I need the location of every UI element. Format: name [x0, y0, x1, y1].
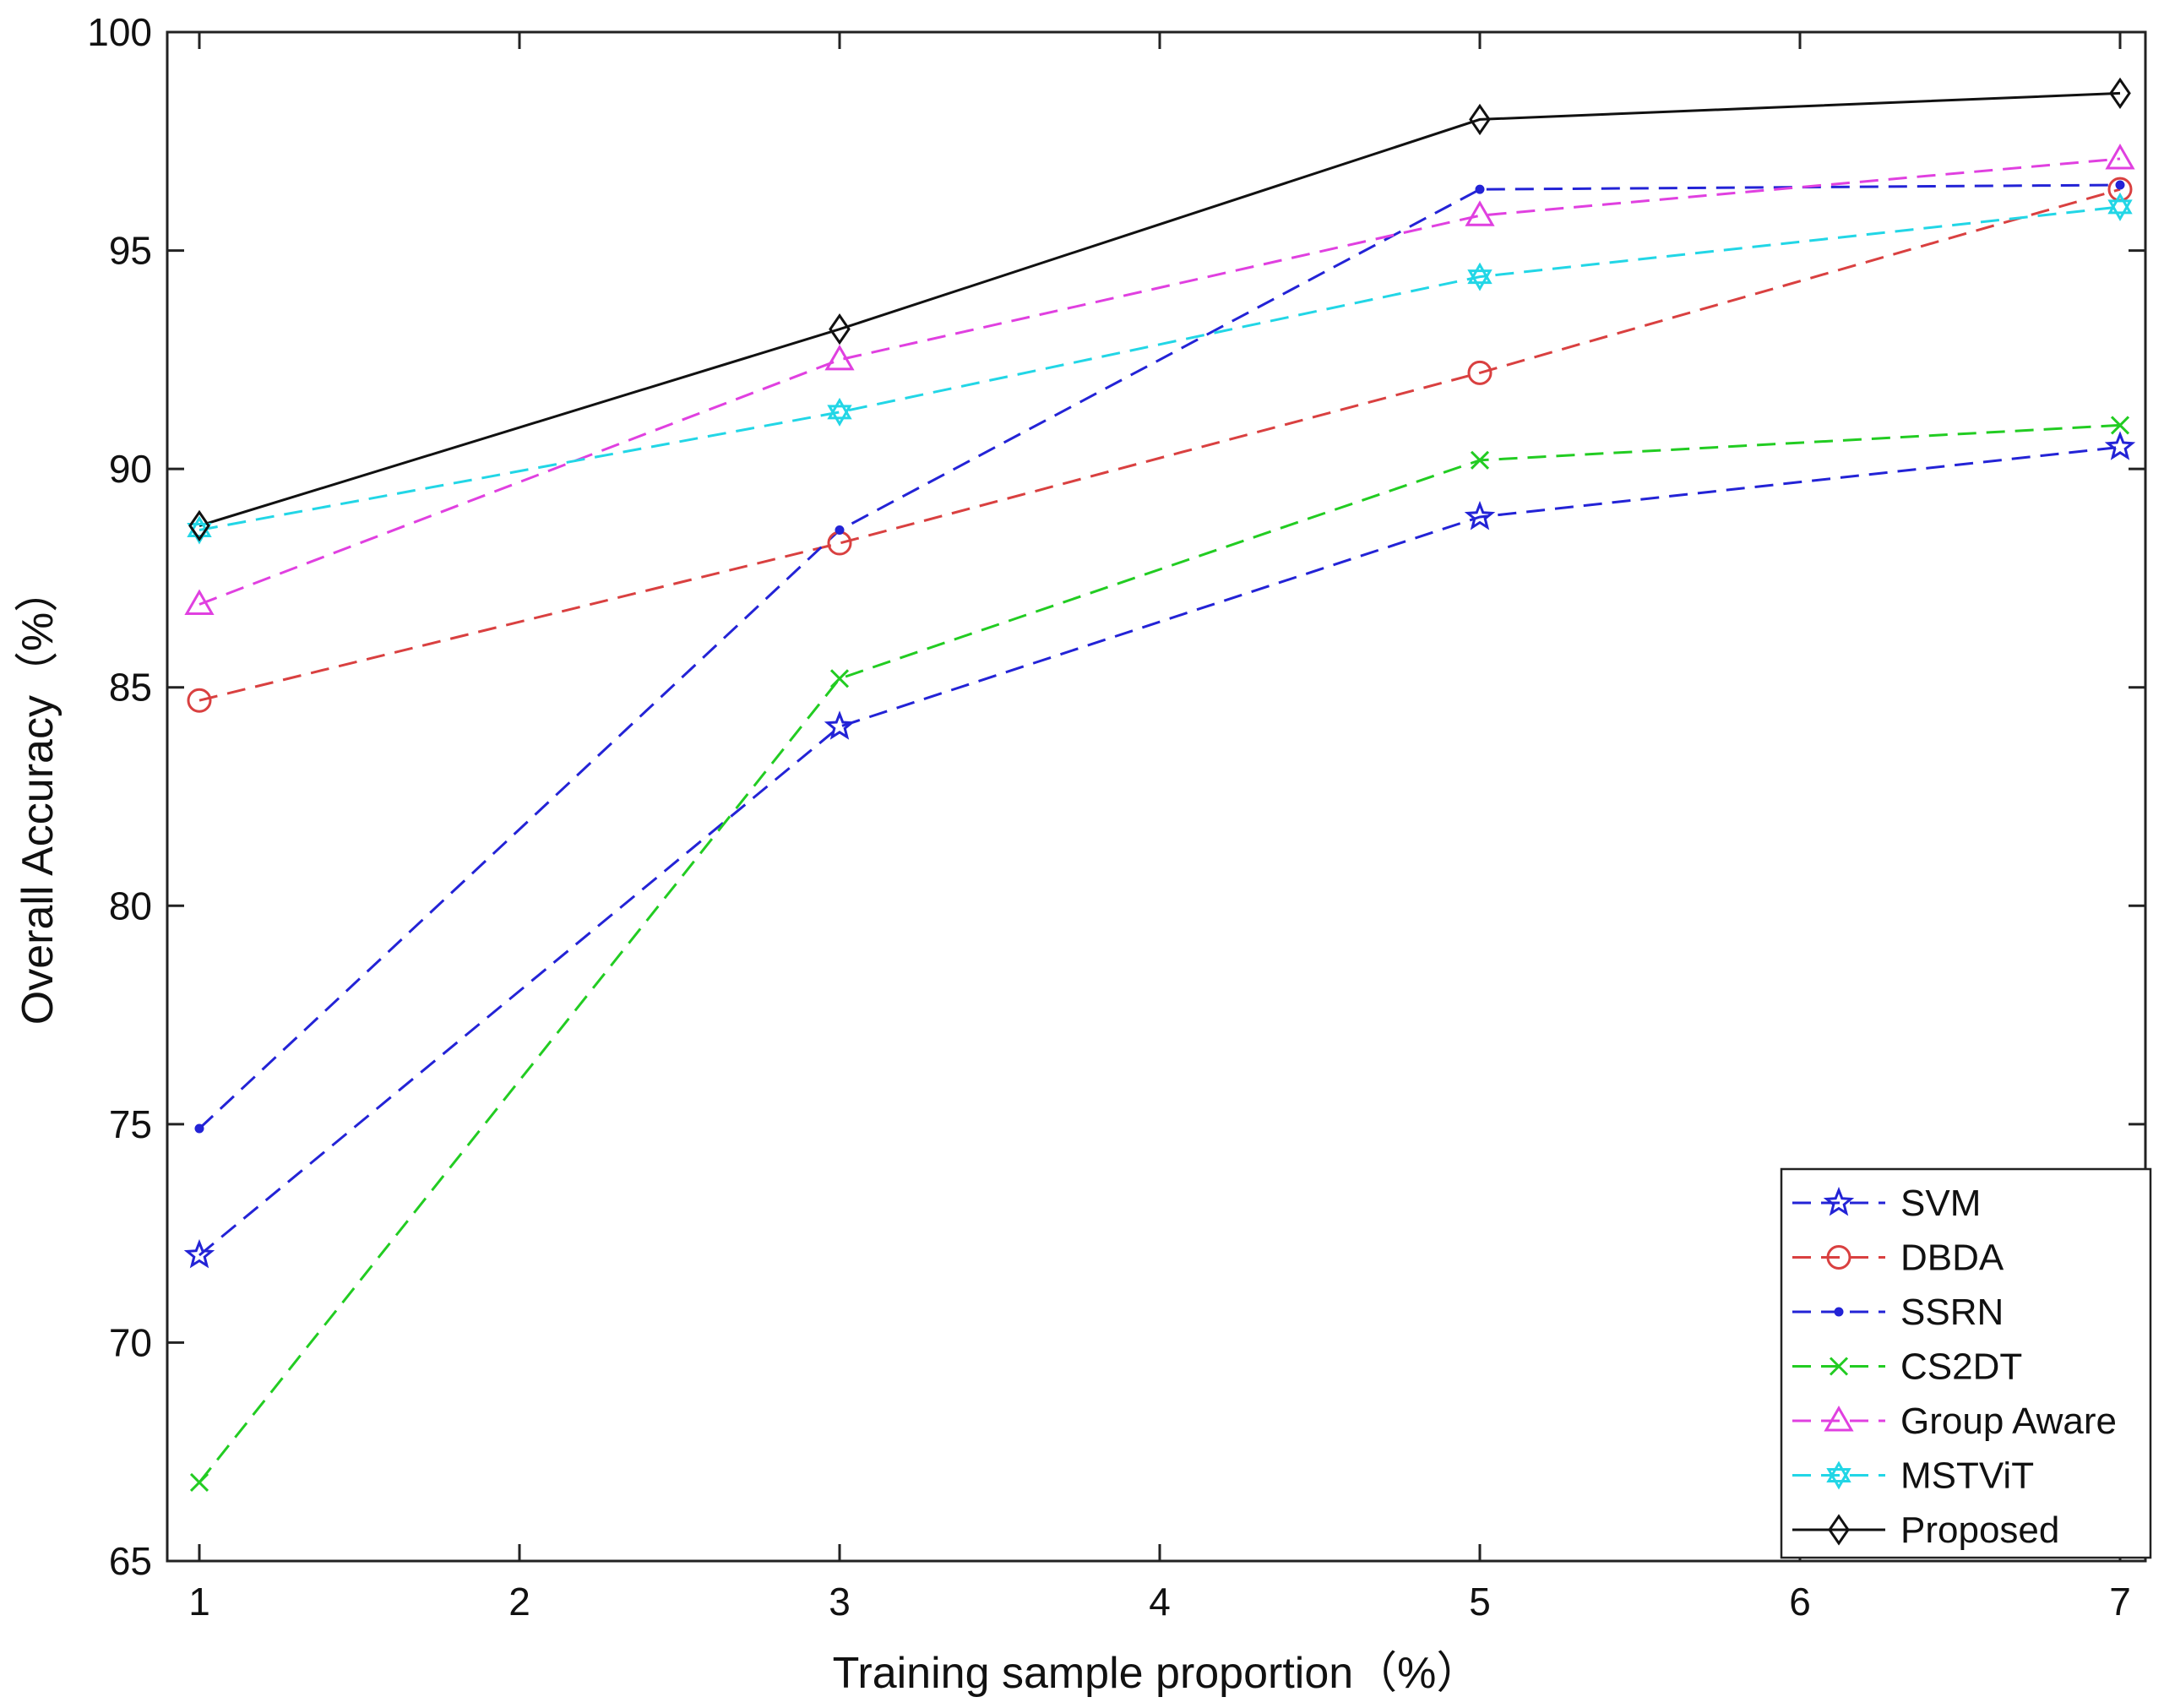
data-point-ssrn [2115, 180, 2125, 190]
hexagram-triangle-up [1467, 262, 1493, 285]
data-point-ssrn [835, 525, 845, 536]
data-point-proposed [829, 313, 851, 345]
legend-label-proposed: Proposed [1900, 1509, 2059, 1551]
y-tick-label: 90 [109, 447, 152, 491]
legend-label-mstvit: MSTViT [1900, 1455, 2034, 1497]
x-stroke-b [1829, 1357, 1849, 1376]
series-line-svm [198, 445, 2121, 1257]
hexagram-triangle-up [827, 397, 852, 420]
x-tick-label: 4 [1149, 1580, 1171, 1624]
data-point-proposed [2109, 77, 2131, 110]
x-stroke-b [2110, 416, 2130, 435]
data-point-ssrn [194, 1123, 204, 1134]
data-point-group-aware [824, 344, 855, 371]
legend-label-dbda: DBDA [1900, 1237, 2004, 1279]
legend-label-ssrn: SSRN [1900, 1292, 2004, 1333]
legend-marker-svm [1823, 1186, 1855, 1216]
data-point-mstvit [2107, 192, 2133, 221]
series-markers [183, 77, 2136, 1492]
data-point-svm [183, 1238, 215, 1269]
legend-marker-ssrn [1834, 1307, 1844, 1317]
data-point-group-aware [184, 589, 215, 615]
x-stroke-b [829, 669, 850, 688]
y-axis-title: Overall Accuracy（%） [14, 568, 63, 1025]
legend-marker-group-aware [1824, 1405, 1854, 1432]
x-stroke-b [189, 1472, 209, 1492]
data-point-mstvit [1467, 262, 1493, 291]
data-point-ssrn [1475, 184, 1485, 194]
y-tick-label: 70 [109, 1320, 152, 1364]
data-point-cs2dt [2110, 416, 2130, 435]
series-line-proposed [198, 91, 2121, 527]
hexagram-triangle-up [187, 515, 212, 537]
data-point-proposed [1469, 103, 1491, 136]
data-point-cs2dt [1470, 450, 1490, 470]
x-tick-label: 2 [508, 1580, 530, 1624]
series-line-cs2dt [198, 423, 2121, 1483]
data-point-svm [2104, 431, 2136, 460]
data-point-svm [824, 710, 856, 740]
x-tick-label: 1 [188, 1580, 210, 1624]
x-tick-label: 6 [1789, 1580, 1811, 1624]
data-point-mstvit [827, 397, 852, 427]
data-point-svm [1464, 500, 1496, 530]
y-tick-label: 65 [109, 1539, 152, 1583]
series-lines [198, 91, 2121, 1483]
hexagram-triangle-down [1467, 269, 1493, 291]
y-tick-label: 95 [109, 229, 152, 273]
legend-label-svm: SVM [1900, 1183, 1981, 1224]
legend-marker-dbda [1826, 1245, 1851, 1270]
series-line-ssrn [198, 183, 2121, 1130]
x-axis-title: Training sample proportion（%） [833, 1649, 1481, 1698]
legend-marker-proposed [1828, 1514, 1850, 1546]
hexagram-triangle-up [2107, 192, 2133, 215]
series-line-dbda [198, 188, 2121, 702]
data-point-proposed [188, 509, 210, 542]
hexagram-triangle-down [2107, 199, 2133, 221]
data-point-dbda [187, 688, 212, 713]
data-point-group-aware [1465, 200, 1495, 226]
hexagram-triangle-down [827, 405, 852, 427]
data-point-cs2dt [189, 1472, 209, 1492]
y-tick-label: 80 [109, 884, 152, 927]
legend-marker-cs2dt [1829, 1357, 1849, 1376]
legend: SVM DBDA SSRN CS2DT Group Aware MSTViT Propose… [1780, 1167, 2152, 1559]
data-point-group-aware [2105, 143, 2135, 170]
y-tick-label: 100 [87, 10, 152, 54]
data-point-dbda [1467, 360, 1493, 385]
series-line-group-aware [198, 157, 2121, 606]
x-tick-label: 3 [829, 1580, 851, 1624]
legend-label-group-aware: Group Aware [1900, 1401, 2117, 1442]
hexagram-triangle-down [1826, 1468, 1851, 1490]
x-tick-label: 7 [2109, 1580, 2131, 1624]
hexagram-triangle-up [1826, 1461, 1851, 1482]
y-tick-label: 75 [109, 1102, 152, 1146]
y-tick-label: 85 [109, 666, 152, 710]
x-stroke-b [1470, 450, 1490, 470]
series-line-mstvit [198, 205, 2121, 531]
legend-marker-mstvit [1826, 1461, 1851, 1490]
data-point-cs2dt [829, 669, 850, 688]
y-axis-ticks: 65 70 75 80 85 90 95 100 [87, 10, 2145, 1583]
x-tick-label: 5 [1469, 1580, 1491, 1624]
legend-label-cs2dt: CS2DT [1900, 1346, 2022, 1388]
